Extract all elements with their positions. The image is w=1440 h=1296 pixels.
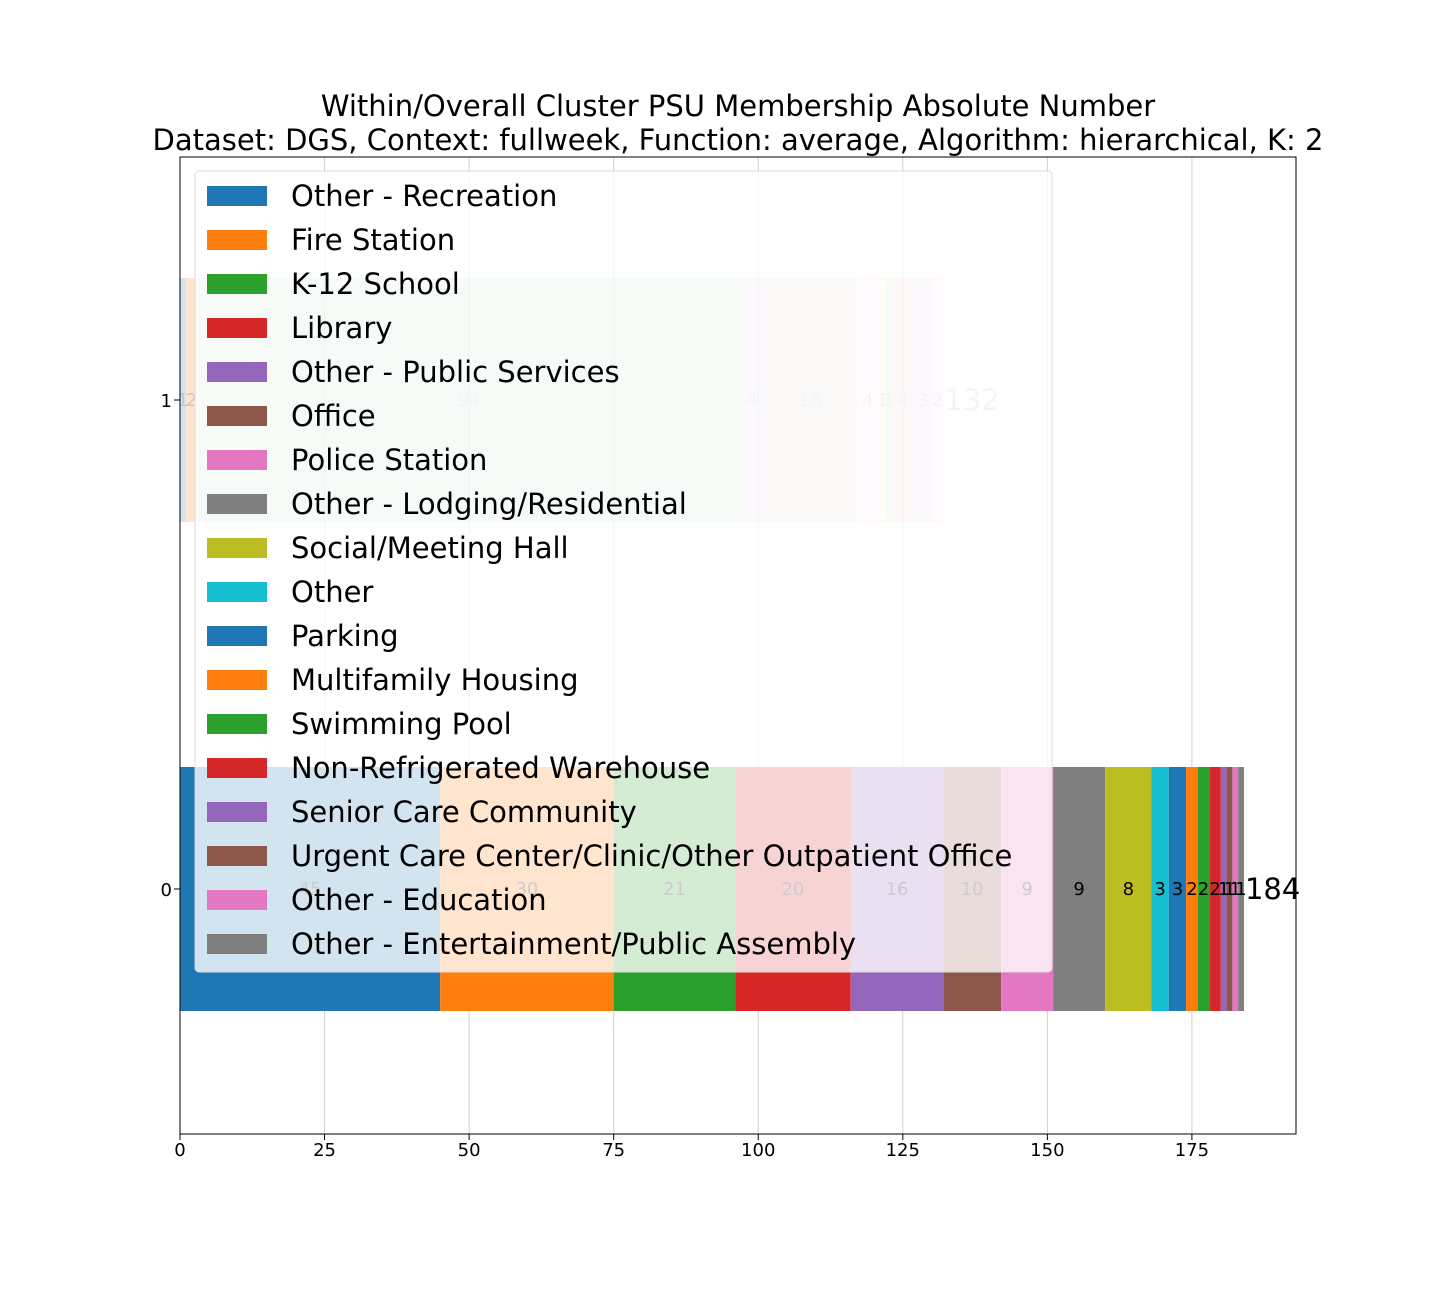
legend-label: Other - Recreation <box>291 179 557 213</box>
legend-swatch <box>207 934 267 954</box>
legend-label: Other - Entertainment/Public Assembly <box>291 927 856 961</box>
legend-label: Other - Education <box>291 883 547 917</box>
bar-segment <box>1226 767 1233 1011</box>
legend-swatch <box>207 186 267 206</box>
plot-frame <box>179 156 1297 1135</box>
bar-segment-label: 2 <box>1186 879 1197 900</box>
legend-swatch <box>207 670 267 690</box>
bar-segment <box>1168 767 1187 1011</box>
x-tick-label: 50 <box>458 1140 481 1161</box>
bar-segment <box>1197 767 1210 1011</box>
legend-swatch <box>207 626 267 646</box>
legend-swatch <box>207 494 267 514</box>
bar-segment-label: 1 <box>177 390 188 411</box>
bar-segment-label: 3 <box>1154 879 1165 900</box>
bar-segment-label: 9 <box>1073 879 1084 900</box>
x-tick-label: 75 <box>602 1140 625 1161</box>
bar-segment <box>1238 767 1244 1011</box>
bar-segment-label: 8 <box>1123 879 1134 900</box>
bar-segment <box>1105 767 1152 1011</box>
legend-label: Swimming Pool <box>291 707 512 741</box>
legend-swatch <box>207 890 267 910</box>
legend-swatch <box>207 274 267 294</box>
legend-label: Senior Care Community <box>291 795 637 829</box>
legend-label: Other <box>291 575 373 609</box>
legend-label: Fire Station <box>291 223 455 257</box>
y-tick-label: 0 <box>161 880 172 901</box>
x-tick-label: 0 <box>174 1140 185 1161</box>
bar-segment-label: 2 <box>186 390 197 411</box>
bar-segment-label: 3 <box>1172 879 1183 900</box>
x-axis: 0 25 50 75 100 125 150 175 <box>174 1134 1209 1161</box>
bar-segment-label: 1 <box>1235 879 1246 900</box>
legend-label: Office <box>291 399 376 433</box>
bar-total-label: 184 <box>1245 872 1300 906</box>
legend-box <box>194 170 1053 973</box>
bar-segment <box>1209 767 1221 1011</box>
legend-swatch <box>207 846 267 866</box>
bar-segment-label: 2 <box>1198 879 1209 900</box>
bar-segment-label: 1 <box>1224 879 1235 900</box>
y-axis: 10 <box>161 391 180 901</box>
bar-segment <box>1232 767 1239 1011</box>
x-tick-label: 175 <box>1175 1140 1209 1161</box>
bar-segment <box>1151 767 1169 1011</box>
legend-swatch <box>207 406 267 426</box>
legend-swatch <box>207 582 267 602</box>
legend-swatch <box>207 230 267 250</box>
chart-title: Within/Overall Cluster PSU Membership Ab… <box>321 89 1155 123</box>
bar-segment-label: 1 <box>1218 879 1229 900</box>
legend-swatch <box>207 538 267 558</box>
bar-segment <box>1186 767 1198 1011</box>
x-tick-label: 125 <box>886 1140 920 1161</box>
legend-label: Urgent Care Center/Clinic/Other Outpatie… <box>291 839 1012 873</box>
bar-segment-label: 2 <box>1209 879 1220 900</box>
bar-segment <box>1220 767 1227 1011</box>
legend-swatch <box>207 450 267 470</box>
bar-segment-label: 1 <box>1230 879 1241 900</box>
legend-swatch <box>207 714 267 734</box>
legend-swatch <box>207 758 267 778</box>
bar-segment <box>1053 767 1106 1011</box>
x-tick-label: 100 <box>741 1140 775 1161</box>
legend-label: Police Station <box>291 443 487 477</box>
legend-swatch <box>207 802 267 822</box>
x-tick-label: 25 <box>313 1140 336 1161</box>
y-tick-label: 1 <box>161 391 172 412</box>
legend-label: Social/Meeting Hall <box>291 531 569 565</box>
legend-label: Other - Lodging/Residential <box>291 487 687 521</box>
x-tick-label: 150 <box>1030 1140 1064 1161</box>
bar-segment <box>180 278 186 522</box>
legend-label: Multifamily Housing <box>291 663 579 697</box>
legend-label: Library <box>291 311 392 345</box>
legend-label: K-12 School <box>291 267 460 301</box>
legend-swatch <box>207 318 267 338</box>
legend: Other - Recreation Fire Station K-12 Schoo… <box>194 170 1053 973</box>
bar-segment <box>185 278 198 522</box>
legend-label: Non-Refrigerated Warehouse <box>291 751 710 785</box>
legend-label: Parking <box>291 619 399 653</box>
legend-swatch <box>207 362 267 382</box>
chart-subtitle: Dataset: DGS, Context: fullweek, Functio… <box>153 123 1324 157</box>
legend-label: Other - Public Services <box>291 355 620 389</box>
